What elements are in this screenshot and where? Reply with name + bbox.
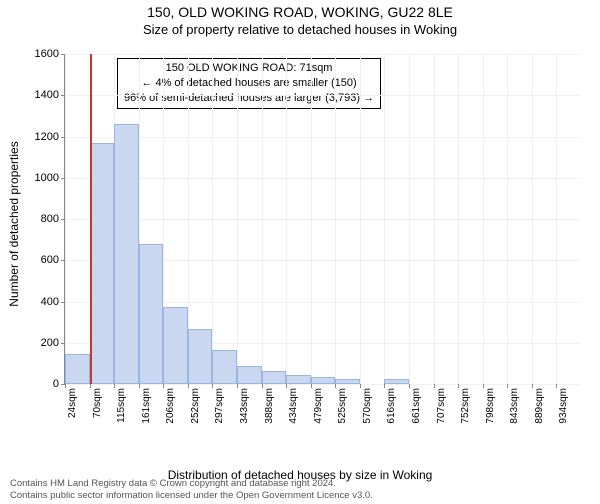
y-tick-label: 200 — [41, 337, 59, 349]
x-tick-mark — [237, 384, 238, 388]
x-tick-label: 843sqm — [509, 388, 520, 424]
gridline-h — [65, 54, 581, 55]
x-tick-mark — [458, 384, 459, 388]
histogram-bar — [212, 350, 237, 384]
gridline-v — [360, 54, 361, 384]
chart-container: 150, OLD WOKING ROAD, WOKING, GU22 8LE S… — [0, 4, 600, 504]
gridline-h — [65, 219, 581, 220]
histogram-bar — [335, 379, 360, 384]
x-tick-label: 434sqm — [288, 388, 299, 424]
histogram-bar — [114, 124, 139, 384]
y-tick-label: 1200 — [35, 131, 59, 143]
histogram-bar — [188, 329, 213, 384]
gridline-v — [286, 54, 287, 384]
x-tick-label: 115sqm — [116, 388, 127, 423]
footer-line: Contains HM Land Registry data © Crown c… — [10, 478, 590, 489]
histogram-bar — [311, 377, 336, 384]
x-tick-label: 297sqm — [214, 388, 225, 424]
gridline-v — [532, 54, 533, 384]
y-tick-label: 800 — [41, 213, 59, 225]
y-tick-label: 1600 — [35, 48, 59, 60]
x-tick-mark — [114, 384, 115, 388]
x-tick-mark — [483, 384, 484, 388]
y-tick-label: 600 — [41, 254, 59, 266]
histogram-bar — [262, 371, 287, 384]
gridline-v — [335, 54, 336, 384]
x-tick-label: 616sqm — [386, 388, 397, 424]
gridline-v — [311, 54, 312, 384]
gridline-v — [458, 54, 459, 384]
y-tick-label: 0 — [53, 378, 59, 390]
x-tick-label: 661sqm — [411, 388, 422, 424]
x-tick-label: 752sqm — [460, 388, 471, 424]
gridline-v — [262, 54, 263, 384]
plot: 150 OLD WOKING ROAD: 71sqm ← 4% of detac… — [64, 54, 581, 385]
histogram-bar — [65, 354, 90, 384]
x-tick-label: 479sqm — [313, 388, 324, 424]
x-tick-label: 934sqm — [558, 388, 569, 424]
footer: Contains HM Land Registry data © Crown c… — [10, 478, 590, 501]
gridline-v — [212, 54, 213, 384]
gridline-v — [556, 54, 557, 384]
title-sub: Size of property relative to detached ho… — [0, 22, 600, 37]
x-tick-label: 388sqm — [264, 388, 275, 424]
gridline-h — [65, 137, 581, 138]
x-tick-mark — [434, 384, 435, 388]
x-tick-label: 707sqm — [436, 388, 447, 424]
annotation-line: 150 OLD WOKING ROAD: 71sqm — [124, 61, 374, 76]
chart-area: 150 OLD WOKING ROAD: 71sqm ← 4% of detac… — [64, 54, 580, 424]
gridline-h — [65, 95, 581, 96]
x-tick-mark — [311, 384, 312, 388]
x-tick-mark — [139, 384, 140, 388]
x-tick-mark — [262, 384, 263, 388]
x-tick-mark — [360, 384, 361, 388]
annotation-line: 96% of semi-detached houses are larger (… — [124, 91, 374, 106]
reference-line — [90, 54, 92, 384]
gridline-v — [65, 54, 66, 384]
x-tick-label: 889sqm — [534, 388, 545, 424]
annotation-line: ← 4% of detached houses are smaller (150… — [124, 76, 374, 91]
histogram-bar — [139, 244, 164, 384]
x-tick-mark — [90, 384, 91, 388]
x-tick-label: 161sqm — [141, 388, 152, 424]
x-tick-mark — [286, 384, 287, 388]
x-tick-label: 252sqm — [190, 388, 201, 424]
footer-line: Contains public sector information licen… — [10, 490, 590, 501]
gridline-v — [237, 54, 238, 384]
x-tick-label: 343sqm — [239, 388, 250, 424]
gridline-h — [65, 178, 581, 179]
x-tick-label: 798sqm — [485, 388, 496, 424]
x-tick-label: 24sqm — [67, 388, 78, 418]
x-tick-mark — [532, 384, 533, 388]
y-axis-label: Number of detached properties — [7, 124, 21, 324]
annotation-box: 150 OLD WOKING ROAD: 71sqm ← 4% of detac… — [117, 58, 381, 109]
x-tick-mark — [65, 384, 66, 388]
title-main: 150, OLD WOKING ROAD, WOKING, GU22 8LE — [0, 4, 600, 20]
gridline-v — [384, 54, 385, 384]
x-tick-mark — [188, 384, 189, 388]
histogram-bar — [237, 366, 262, 384]
gridline-v — [483, 54, 484, 384]
histogram-bar — [286, 375, 311, 384]
x-tick-label: 206sqm — [165, 388, 176, 424]
gridline-v — [507, 54, 508, 384]
gridline-v — [409, 54, 410, 384]
y-tick-label: 400 — [41, 296, 59, 308]
x-tick-mark — [409, 384, 410, 388]
histogram-bar — [90, 143, 115, 384]
y-tick-label: 1400 — [35, 89, 59, 101]
x-tick-label: 570sqm — [362, 388, 373, 424]
gridline-h — [65, 384, 581, 385]
gridline-v — [434, 54, 435, 384]
histogram-bar — [163, 307, 188, 384]
x-tick-label: 70sqm — [92, 388, 103, 418]
histogram-bar — [384, 379, 409, 384]
x-tick-label: 525sqm — [337, 388, 348, 424]
y-tick-label: 1000 — [35, 172, 59, 184]
